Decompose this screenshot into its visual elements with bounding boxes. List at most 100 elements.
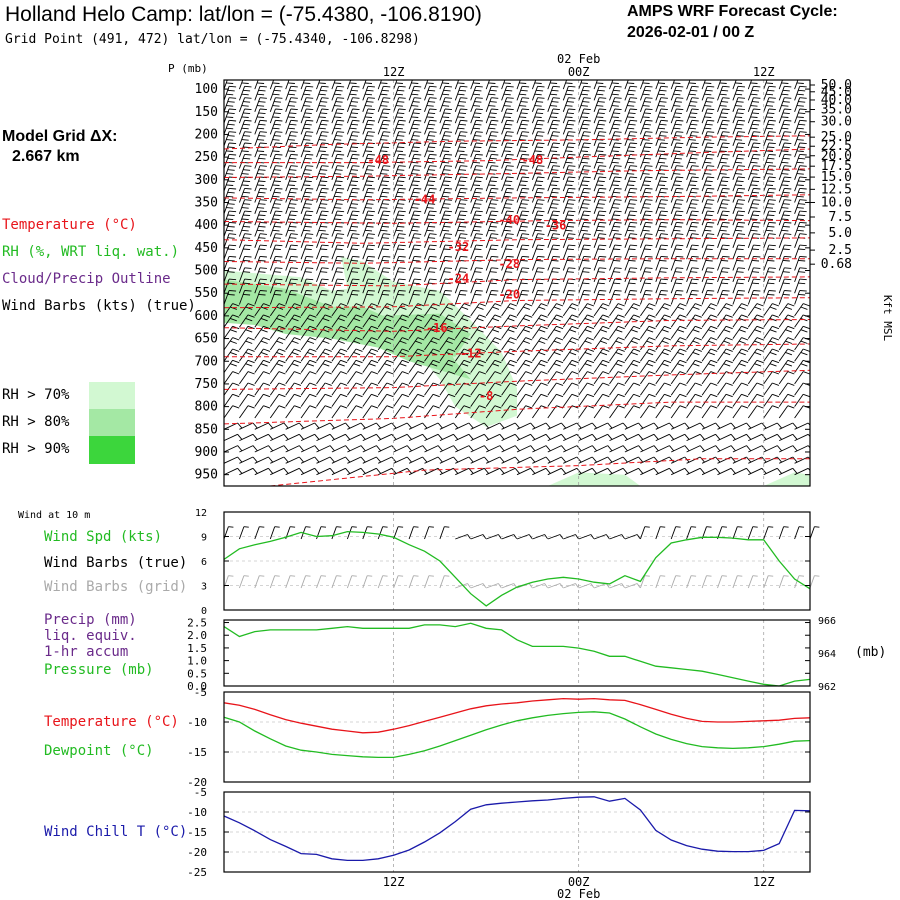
wind-barb-flag	[571, 325, 579, 330]
wind-barb-flag	[784, 233, 792, 235]
wind-barb-flag	[232, 405, 240, 409]
wind-barb	[424, 255, 437, 271]
wind-barb-flag	[263, 303, 271, 307]
wind-barb-flag	[227, 271, 235, 273]
wind-barb-flag	[772, 325, 780, 330]
wind-barb	[393, 337, 409, 351]
wind-barb-flag	[442, 82, 450, 84]
wind-barb-flag	[819, 315, 826, 317]
wind-barb-flag	[707, 244, 715, 247]
wind-barb-flag	[645, 187, 653, 190]
wind-barb-flag	[587, 325, 595, 330]
wind-barb	[362, 314, 379, 328]
wind-barb-flag	[785, 351, 793, 356]
wind-barb	[532, 303, 548, 317]
wind-barb	[254, 221, 267, 237]
wind-barb-flag	[335, 123, 343, 126]
wind-barb-flag	[719, 139, 727, 141]
wind-barb-flag	[460, 210, 468, 213]
wind-barb-staff	[717, 80, 722, 90]
wind-barb-flag	[803, 325, 810, 330]
wind-barb-flag	[244, 267, 252, 269]
wind-barb-flag	[457, 93, 465, 96]
wind-barb-staff	[547, 278, 554, 294]
wind-barb-flag	[364, 93, 373, 96]
wind-barb-flag	[247, 337, 255, 341]
wind-barb-staff	[655, 120, 662, 135]
wind-barb	[531, 255, 545, 271]
wind-barb	[269, 85, 283, 101]
wind-barb-flag	[767, 271, 775, 273]
wind-barb-staff	[809, 212, 810, 214]
wind-barb-flag	[644, 123, 652, 126]
wind-barb-staff	[454, 188, 461, 203]
wind-barb-flag	[460, 278, 468, 281]
wind-barb-flag	[429, 97, 437, 99]
wind-barb-staff	[239, 314, 249, 328]
wind-barb-flag	[273, 237, 281, 239]
wind-barb-flag	[415, 306, 422, 310]
wind-barb-flag	[710, 359, 718, 364]
wind-barb-staff	[655, 165, 662, 180]
wind-barb-flag	[722, 165, 730, 167]
wind-barb-flag	[494, 393, 502, 398]
wind-barb-staff	[516, 371, 526, 385]
wind-barb-flag	[320, 135, 328, 137]
wind-barb-flag	[767, 282, 775, 285]
wind-barb-staff	[331, 222, 338, 237]
wind-barb-flag	[306, 187, 314, 190]
wind-barb-flag	[227, 89, 235, 92]
wind-barb-staff	[470, 290, 477, 305]
wind-barb	[470, 221, 483, 237]
wind-barb-flag	[691, 255, 699, 258]
wind-barb-flag	[735, 229, 743, 232]
wind-barb	[747, 290, 761, 305]
wind-barb-staff	[454, 314, 465, 328]
wind-barb	[686, 382, 702, 396]
wind-barb	[285, 359, 302, 373]
wind-barb-flag	[661, 363, 669, 367]
wind-barb-flag	[272, 105, 280, 107]
wind-barb-flag	[386, 303, 394, 307]
wind-barb-flag	[787, 359, 795, 364]
wind-barb	[593, 199, 607, 214]
wind-barb-staff	[593, 348, 604, 362]
wind-barb	[470, 199, 483, 214]
wind-barb-flag	[522, 153, 530, 156]
legend-wind-barbs: Wind Barbs (kts) (true)	[2, 298, 196, 314]
wind-barb-flag	[460, 97, 468, 99]
wind-barb	[717, 303, 733, 317]
wind-barb-flag	[458, 157, 467, 160]
wind-barb-flag	[243, 169, 251, 171]
wind-barb-staff	[485, 326, 496, 339]
wind-barb-staff	[562, 233, 569, 248]
wind-barb-staff	[547, 348, 557, 362]
wind-barb-flag	[491, 255, 499, 258]
wind-barb-flag	[322, 340, 330, 344]
wind-barb-flag	[566, 135, 574, 137]
wind-barb-flag	[503, 116, 511, 118]
wind-barb-flag	[275, 108, 283, 111]
wind-barb	[377, 97, 391, 112]
wind-barb-flag	[494, 337, 502, 341]
wind-barb	[501, 325, 517, 339]
wind-barb-staff	[239, 360, 249, 373]
wind-barb-staff	[454, 80, 460, 90]
wind-barb	[532, 325, 548, 339]
wind-barb-staff	[377, 86, 384, 101]
wind-barb-flag	[814, 238, 821, 239]
wind-barb-flag	[551, 271, 559, 273]
wind-barb	[593, 80, 604, 90]
wind-barb-staff	[362, 120, 369, 135]
wind-barb-staff	[516, 244, 523, 260]
wind-barb-flag	[534, 207, 542, 209]
wind-barb-flag	[426, 93, 434, 96]
wind-barb-flag	[289, 248, 297, 251]
wind-barb	[285, 371, 302, 385]
wind-barb-flag	[644, 259, 652, 262]
wind-barb-flag	[395, 116, 403, 118]
wind-barb-flag	[304, 146, 312, 149]
wind-barb-flag	[723, 306, 731, 310]
wind-barb-flag	[644, 89, 652, 92]
wind-barb-staff	[238, 233, 246, 248]
